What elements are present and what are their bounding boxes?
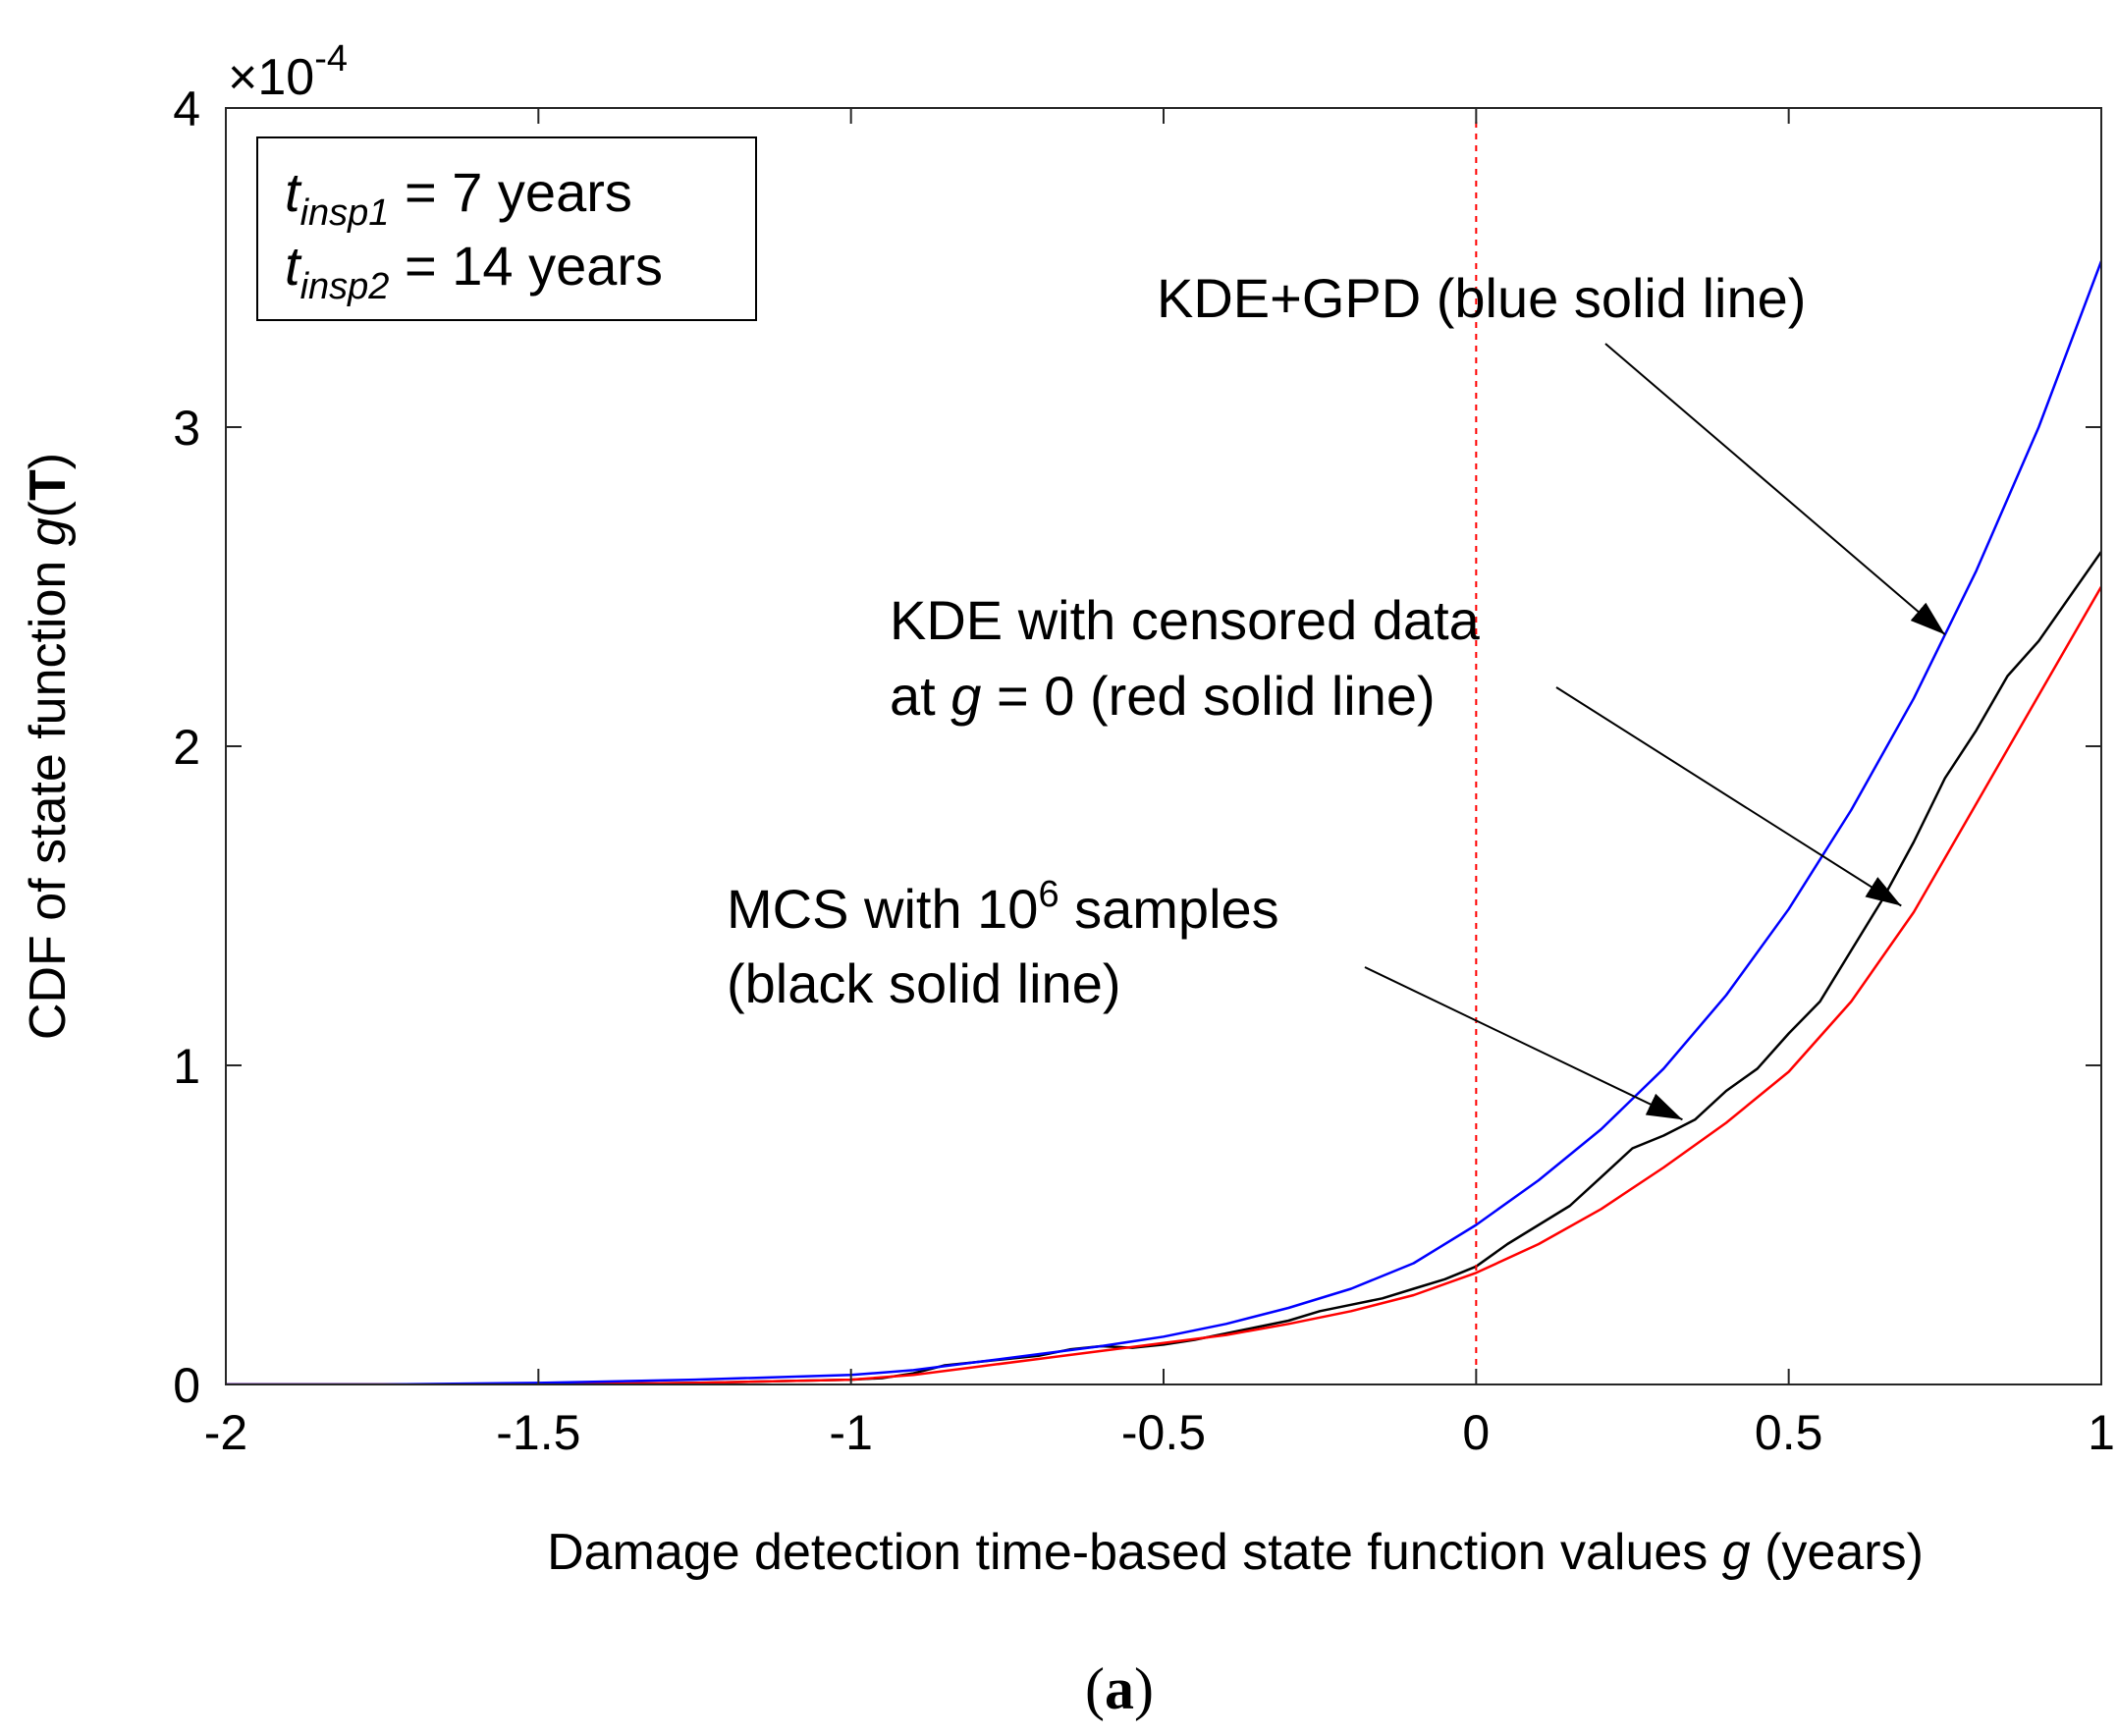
x-tick-label: -2 [204,1405,247,1460]
x-tick-label: 0.5 [1755,1405,1823,1460]
inspection-time-1: tinsp1 = 7 years [285,161,632,234]
plot-frame [225,107,2102,1385]
x-axis-title: Damage detection time-based state functi… [547,1524,1924,1581]
y-axis-multiplier: ×10-4 [228,38,348,106]
inspection-time-2: tinsp2 = 14 years [285,235,663,307]
y-tick-label: 3 [173,401,200,456]
x-tick-label: -1.5 [496,1405,580,1460]
annotation-mcs-line2: (black solid line) [727,952,1121,1014]
y-tick-label: 4 [173,81,200,136]
x-tick-label: -1 [829,1405,872,1460]
y-axis-title: CDF of state function g(T) [20,453,77,1040]
x-tick-label: 0 [1462,1405,1490,1460]
annotation-arrow-kde-gpd [1604,343,1946,636]
annotation-kde-censored-line1: KDE with censored data [890,589,1481,651]
y-tick-label: 0 [173,1358,200,1413]
x-tick-label: 1 [2088,1405,2115,1460]
y-tick-label: 1 [173,1039,200,1094]
inspection-box-frame [256,136,757,321]
annotation-arrow-kde-censored [1555,686,1902,907]
annotation-kde-censored-line2: at g = 0 (red solid line) [890,665,1436,727]
annotation-kde-gpd: KDE+GPD (blue solid line) [1157,267,1806,329]
annotation-arrow-mcs [1364,966,1683,1121]
y-tick-label: 2 [173,720,200,775]
annotation-mcs-line1: MCS with 106 samples [727,874,1279,940]
figure-caption: (a) [1085,1656,1154,1721]
annotation-layer: KDE+GPD (blue solid line) KDE with censo… [727,267,1946,1121]
axis-ticks: -2 -1.5 -1 -0.5 0 0.5 1 0 1 2 3 4 [173,81,2115,1460]
inspection-times-box: tinsp1 = 7 years tinsp2 = 14 years [256,136,757,321]
x-tick-label: -0.5 [1121,1405,1206,1460]
series-line-kde-censored [226,585,2101,1384]
